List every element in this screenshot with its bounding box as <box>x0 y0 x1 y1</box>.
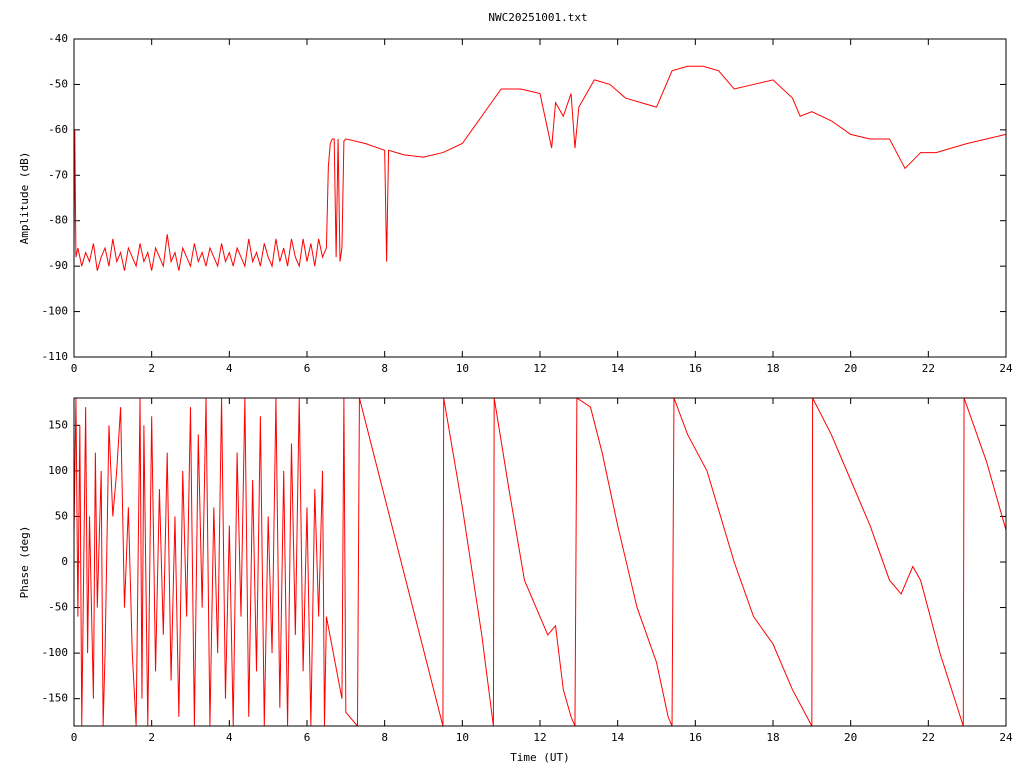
y-axis-label: Phase (deg) <box>18 526 31 599</box>
x-tick-label: 12 <box>533 362 546 375</box>
x-tick-label: 10 <box>456 362 469 375</box>
x-tick-label: 4 <box>226 731 233 744</box>
x-tick-label: 6 <box>304 362 311 375</box>
x-tick-label: 2 <box>148 731 155 744</box>
y-tick-label: 100 <box>48 464 68 477</box>
x-tick-label: 0 <box>71 731 78 744</box>
x-tick-label: 12 <box>533 731 546 744</box>
data-line <box>74 65 1006 271</box>
y-tick-label: -110 <box>42 350 69 363</box>
x-tick-label: 4 <box>226 362 233 375</box>
x-tick-label: 16 <box>689 731 702 744</box>
y-tick-label: 50 <box>55 509 68 522</box>
y-tick-label: -40 <box>48 32 68 45</box>
x-tick-label: 22 <box>922 731 935 744</box>
y-axis-label: Amplitude (dB) <box>18 152 31 245</box>
y-tick-label: -100 <box>42 305 69 318</box>
x-tick-label: 18 <box>766 731 779 744</box>
x-tick-label: 10 <box>456 731 469 744</box>
y-tick-label: -70 <box>48 168 68 181</box>
plot-frame <box>73 38 1007 358</box>
x-tick-label: 24 <box>999 731 1013 744</box>
y-tick-label: -100 <box>42 646 69 659</box>
x-tick-label: 20 <box>844 731 857 744</box>
x-tick-label: 14 <box>611 731 625 744</box>
y-tick-label: 0 <box>61 555 68 568</box>
data-line <box>74 398 1006 726</box>
x-tick-label: 22 <box>922 362 935 375</box>
y-tick-label: -80 <box>48 214 68 227</box>
x-tick-label: 8 <box>381 362 388 375</box>
y-tick-label: -50 <box>48 77 68 90</box>
x-tick-label: 18 <box>766 362 779 375</box>
x-tick-label: 14 <box>611 362 625 375</box>
y-tick-label: -50 <box>48 601 68 614</box>
y-tick-label: -150 <box>42 692 69 705</box>
x-tick-label: 16 <box>689 362 702 375</box>
x-tick-label: 8 <box>381 731 388 744</box>
y-tick-label: -90 <box>48 259 68 272</box>
x-tick-label: 6 <box>304 731 311 744</box>
chart-title: NWC20251001.txt <box>488 11 587 24</box>
x-tick-label: 20 <box>844 362 857 375</box>
x-tick-label: 0 <box>71 362 78 375</box>
x-tick-label: 24 <box>999 362 1013 375</box>
y-tick-label: 150 <box>48 418 68 431</box>
plot-frame <box>73 397 1007 727</box>
x-tick-label: 2 <box>148 362 155 375</box>
y-tick-label: -60 <box>48 123 68 136</box>
x-axis-label: Time (UT) <box>510 751 570 764</box>
